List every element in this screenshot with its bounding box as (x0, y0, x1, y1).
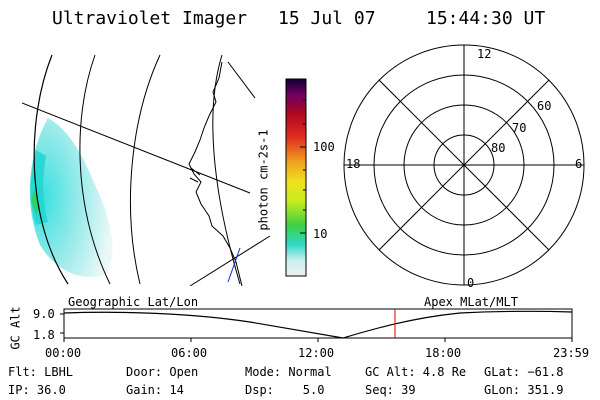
timeline-y-tick: 9.0 (33, 307, 55, 321)
colorbar-tick-label: 100 (313, 140, 335, 154)
mlt-label-12: 12 (477, 47, 492, 61)
colorbar-gradient (285, 78, 307, 277)
mlt-label-0: 0 (467, 276, 475, 290)
map-grid-line (79, 54, 111, 285)
earth-limb-arc (33, 54, 69, 285)
app-title: Ultraviolet Imager (52, 8, 248, 29)
time-label: 15:44:30 UT (426, 8, 546, 29)
timeline-x-tick: 00:00 (45, 346, 82, 360)
dsp-info: Dsp: 5.0 (245, 383, 325, 397)
altitude-curve (63, 310, 573, 339)
lat-label-80: 80 (491, 141, 506, 155)
timeline-x-tick: 12:00 (298, 346, 335, 360)
gain-info: Gain: 14 (126, 383, 184, 397)
mlt-label-18: 18 (346, 157, 361, 171)
door-info: Door: Open (126, 365, 199, 379)
colorbar-tick-label: 10 (313, 227, 328, 241)
date-label: 15 Jul 07 (278, 8, 376, 29)
map-grid-line (22, 102, 251, 194)
lat-label-70: 70 (512, 121, 527, 135)
ip-info: IP: 36.0 (8, 383, 66, 397)
glon-info: GLon: 351.9 (484, 383, 564, 397)
timeline-left-label: Geographic Lat/Lon (68, 295, 199, 309)
timeline-x-tick: 06:00 (171, 346, 208, 360)
coastline (188, 61, 243, 286)
timeline-y-tick: 1.8 (33, 328, 55, 342)
map-grid-line (189, 235, 271, 286)
filter-info: Flt: LBHL (8, 365, 74, 379)
timeline-right-label: Apex MLat/MLT (424, 295, 518, 309)
glat-info: GLat: −61.8 (484, 365, 564, 379)
map-grid-line (130, 54, 161, 285)
mlt-label-6: 6 (575, 157, 583, 171)
timeline-x-tick: 18:00 (425, 346, 462, 360)
lat-label-60: 60 (537, 99, 552, 113)
timeline-x-tick: 23:59 (553, 346, 590, 360)
map-grid-line (227, 61, 256, 99)
seq-info: Seq: 39 (365, 383, 416, 397)
gc-alt-info: GC Alt: 4.8 Re (365, 365, 467, 379)
mode-info: Mode: Normal (245, 365, 332, 379)
